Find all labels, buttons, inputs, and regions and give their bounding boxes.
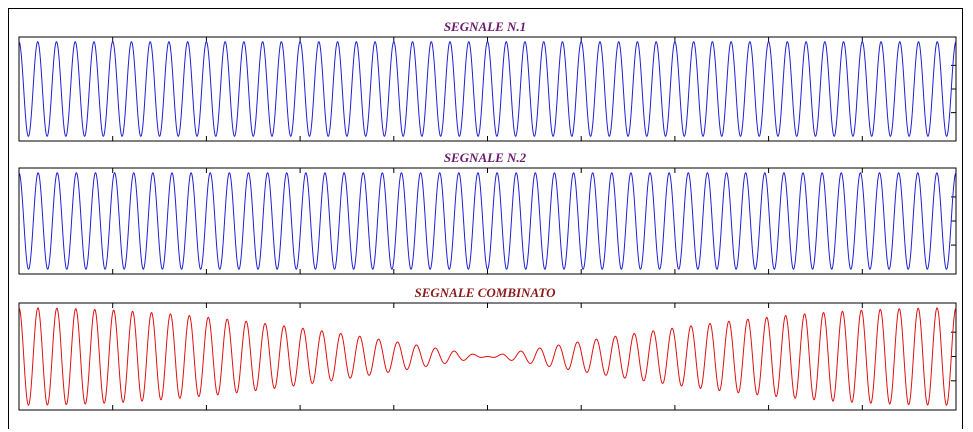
tick-group (112, 303, 956, 410)
plot-segnale-2: SEGNALE N.2 (18, 150, 957, 275)
tick-group (112, 37, 956, 141)
plot-title: SEGNALE N.1 (444, 19, 526, 34)
plot-segnale-1: SEGNALE N.1 (18, 19, 957, 142)
plot-title: SEGNALE N.2 (444, 150, 527, 165)
series-line (18, 41, 957, 137)
plot-segnale-combinato: SEGNALE COMBINATO (18, 285, 957, 411)
series-line (18, 172, 957, 270)
series-line (18, 307, 957, 406)
tick-group (112, 168, 956, 274)
plot-title: SEGNALE COMBINATO (415, 285, 557, 300)
plot-axes-box (18, 36, 957, 142)
plot-axes-box (18, 167, 957, 275)
